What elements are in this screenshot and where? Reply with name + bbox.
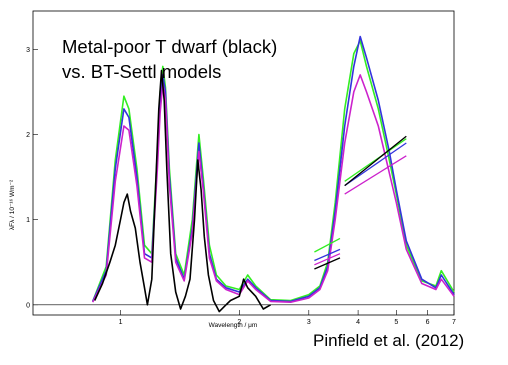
series-line-10 bbox=[344, 155, 407, 195]
x-tick-label-6: 7 bbox=[452, 319, 456, 326]
series-line-4 bbox=[314, 237, 341, 253]
series-line-11 bbox=[344, 135, 407, 187]
plot-frame bbox=[32, 10, 455, 316]
x-tick-label-3: 4 bbox=[356, 319, 360, 326]
series-line-0 bbox=[91, 39, 455, 302]
y-tick-label-2: 2 bbox=[26, 132, 30, 139]
y-axis-label: λFλ / 10⁻¹⁶ Wm⁻² bbox=[9, 179, 16, 230]
x-axis-label: Wavelength / μm bbox=[209, 322, 258, 329]
series-line-5 bbox=[314, 248, 341, 262]
series-line-8 bbox=[344, 138, 407, 182]
series-line-2 bbox=[91, 74, 455, 304]
y-tick-label-3: 3 bbox=[26, 47, 30, 54]
series-line-1 bbox=[91, 35, 455, 303]
tick-layer: 1 2 3 4 5 6 7 0 1 2 3 bbox=[26, 47, 456, 326]
x-tick-label-2: 3 bbox=[307, 319, 311, 326]
series-line-9 bbox=[344, 142, 407, 187]
x-tick-label-5: 6 bbox=[426, 319, 430, 326]
series-line-6 bbox=[314, 253, 341, 266]
series-line-7 bbox=[314, 257, 341, 270]
x-tick-label-0: 1 bbox=[119, 319, 123, 326]
series-layer bbox=[91, 35, 455, 313]
credit-text: Pinfield et al. (2012) bbox=[313, 331, 465, 350]
annotation-line-2: vs. BT-Settl models bbox=[62, 61, 222, 82]
y-tick-label-1: 1 bbox=[26, 217, 30, 224]
annotation-line-1: Metal-poor T dwarf (black) bbox=[62, 36, 278, 57]
y-tick-label-0: 0 bbox=[26, 302, 30, 309]
series-line-3 bbox=[93, 69, 271, 313]
x-tick-label-1: 2 bbox=[237, 319, 241, 326]
x-tick-label-4: 5 bbox=[394, 319, 398, 326]
